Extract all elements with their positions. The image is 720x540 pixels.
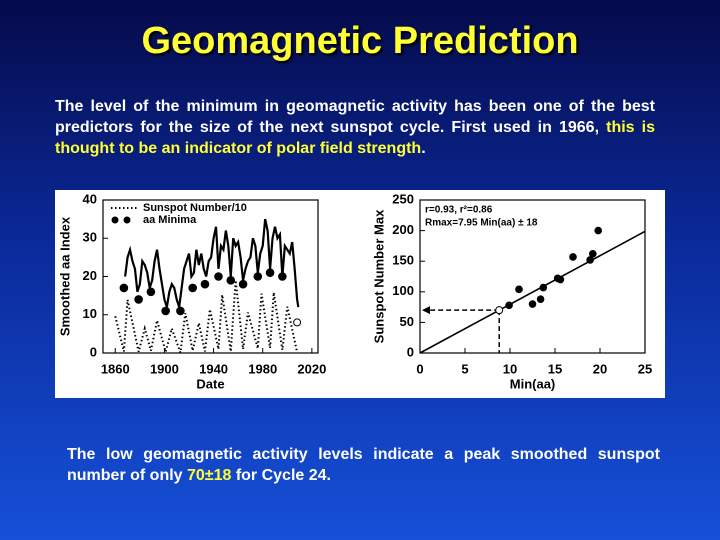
annotation: r=0.93, r²=0.86 [425,205,493,216]
data-point [528,300,537,308]
data-point [556,275,565,284]
y-tick-label: 200 [392,222,414,237]
data-point [146,287,156,297]
prediction-arrow [422,306,430,315]
y-tick-label: 0 [407,344,414,359]
text: The low geomagnetic activity levels indi… [67,446,660,484]
legend-label: aa Minima [143,214,197,226]
data-point [200,279,210,289]
series-line [124,218,300,308]
y-tick-label: 250 [392,191,414,206]
data-point [265,268,275,277]
data-point [161,306,170,316]
panel-background [55,190,665,398]
x-tick-label: 1940 [199,361,228,376]
conclusion-paragraph: The low geomagnetic activity levels indi… [67,444,660,486]
data-point [253,272,263,281]
annotation: Rmax=7.95 Min(aa) ± 18 [425,218,538,229]
x-tick-label: 25 [638,361,652,376]
data-point [539,283,548,292]
y-tick-label: 100 [392,283,414,298]
data-point [536,295,545,303]
x-tick-label: 2020 [297,361,326,376]
y-axis-label: Smoothed aa Index [57,216,72,336]
plot-frame [419,199,646,354]
x-tick-label: 5 [461,361,468,376]
x-tick-label: 10 [503,361,517,376]
text: for Cycle 24. [231,467,331,484]
y-tick-label: 10 [83,306,97,321]
data-point [505,301,513,310]
y-axis-label: Sunspot Number Max [371,209,386,343]
prediction-point [495,306,504,315]
text: The level of the minimum in geomagnetic … [55,98,655,136]
highlight: this is thought to be an indicator of po… [55,119,655,157]
x-tick-label: 15 [548,361,562,376]
data-point [586,256,594,264]
y-tick-label: 20 [83,268,97,283]
data-point [589,250,597,258]
legend-label: Sunspot Number/10 [143,202,247,214]
fit-line [419,230,646,354]
data-point [134,295,143,304]
x-tick-label: 1900 [150,361,179,376]
x-tick-label: 1980 [248,361,277,376]
legend-swatch [111,216,119,224]
series-line [114,280,299,356]
x-tick-label: 20 [593,361,607,376]
data-point [515,285,523,294]
data-point [293,318,302,327]
y-tick-label: 0 [90,344,97,359]
intro-paragraph: The level of the minimum in geomagnetic … [55,96,655,159]
x-axis-label: Date [196,376,224,391]
y-tick-label: 30 [83,230,97,245]
legend-swatch [123,216,131,224]
highlight: 70±18 [187,467,232,484]
x-tick-label: 1860 [101,361,130,376]
data-point [569,253,577,261]
data-point [238,279,248,289]
y-tick-label: 150 [392,253,414,268]
data-point [214,272,223,281]
data-point [594,226,602,235]
y-tick-label: 50 [400,314,414,329]
data-point [119,283,129,293]
data-point [176,306,185,316]
y-tick-label: 40 [83,191,97,206]
text: . [421,140,426,157]
slide-title: Geomagnetic Prediction [141,20,579,62]
data-point [226,276,236,285]
data-point [278,272,287,281]
x-axis-label: Min(aa) [510,376,556,391]
x-tick-label: 0 [416,361,423,376]
data-point [188,283,197,293]
